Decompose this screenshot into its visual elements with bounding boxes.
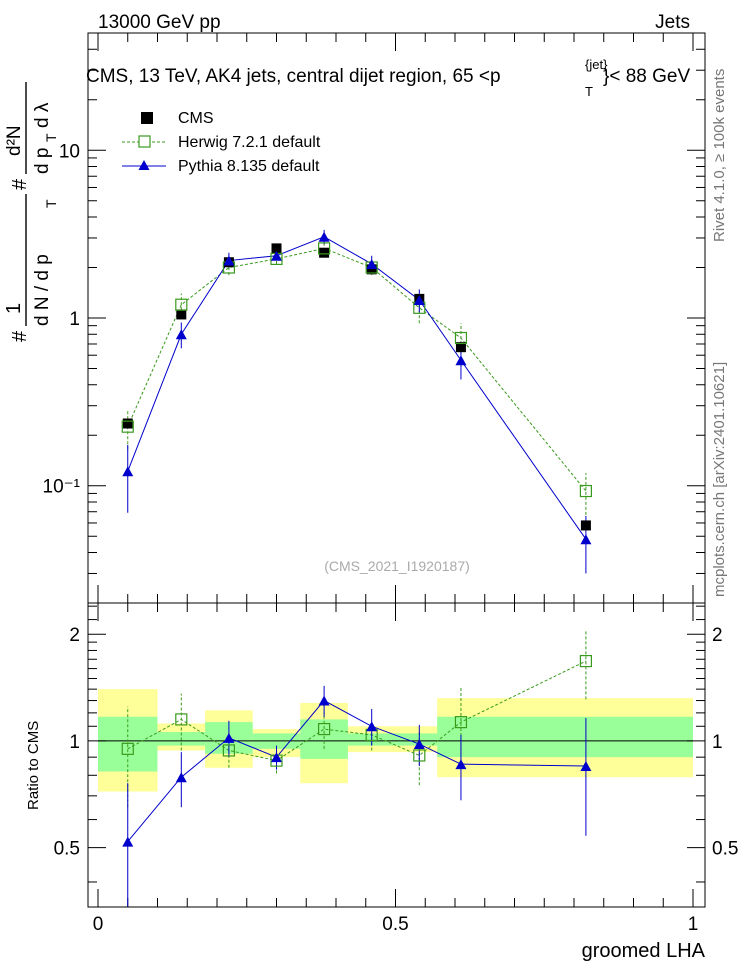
legend-pythia-label: Pythia 8.135 default: [178, 158, 320, 175]
ratio-y-tick-label-left: 0.5: [54, 839, 80, 860]
title-tail: }< 88 GeV: [603, 66, 690, 87]
pythia-data-point: [271, 250, 282, 261]
ratio-herwig-point: [175, 713, 188, 726]
ratio-herwig-point: [121, 742, 134, 755]
pythia-data-point: [223, 255, 235, 266]
ratio-pythia-point: [271, 752, 282, 763]
y-label-one: 1: [3, 303, 25, 314]
legend-pythia-marker: [138, 160, 150, 170]
ratio-pythia-point: [122, 836, 134, 847]
legend-cms-marker: [141, 112, 153, 124]
y-label-d2n: d²N: [4, 125, 25, 156]
x-tick-label: 1: [688, 914, 699, 935]
title-sub: T: [585, 84, 593, 99]
ratio-y-tick-label-right: 0.5: [712, 839, 738, 860]
herwig-line: [127, 247, 587, 492]
pythia-data-point: [455, 355, 467, 366]
ratio-herwig-point: [318, 722, 331, 736]
ratio-plot-frame: [87, 602, 706, 908]
title-sup: {jet}: [585, 57, 608, 72]
y-label-dlambda: d λ: [32, 102, 53, 128]
ratio-band-inner: [300, 719, 348, 759]
y-label-t-1: T: [43, 199, 59, 208]
cms-data-point: [366, 264, 377, 275]
herwig-data-point: [121, 420, 134, 433]
ratio-y-tick-label-left: 1: [69, 732, 80, 753]
legend-herwig-label: Herwig 7.2.1 default: [178, 134, 321, 151]
herwig-data-point: [318, 242, 331, 255]
pythia-data-point: [580, 534, 592, 545]
y-axis-label: # 1 d N / d p T # d²N d p T d λ: [3, 82, 59, 342]
mcplots-label: mcplots.cern.ch [arXiv:2401.10621]: [711, 362, 728, 597]
pythia-data-point: [413, 295, 425, 306]
header-right: Jets: [655, 12, 690, 33]
y-tick-label: 1: [69, 309, 80, 330]
ratio-y-tick-label-left: 2: [69, 625, 80, 646]
ratio-pythia-point: [580, 760, 592, 771]
cms-data-point: [580, 520, 591, 531]
ratio-pythia-point: [455, 759, 467, 770]
title-main: CMS, 13 TeV, AK4 jets, central dijet reg…: [86, 66, 501, 87]
ratio-y-tick-label-right: 2: [712, 625, 723, 646]
herwig-data-point: [175, 298, 188, 311]
ratio-y-tick-label-right: 1: [712, 732, 723, 753]
ratio-pythia-point: [223, 732, 235, 743]
x-tick-label: 0.5: [382, 914, 408, 935]
ratio-uncertainty-bands: [98, 689, 693, 792]
cms-data-point: [176, 309, 187, 320]
main-plot-series: [121, 229, 593, 574]
cms-data-point: [122, 418, 133, 429]
x-tick-label: 0: [93, 914, 104, 935]
header-left: 13000 GeV pp: [98, 12, 221, 33]
pythia-data-point: [366, 258, 378, 269]
legend-cms-label: CMS: [178, 110, 214, 127]
ratio-herwig-point: [579, 654, 593, 668]
ratio-plot-series: [121, 630, 593, 907]
y-label-dp: d p: [32, 148, 53, 174]
ratio-pythia-point: [413, 739, 425, 750]
y-label-dn: d N / d p: [32, 254, 53, 326]
ratio-y-label: Ratio to CMS: [25, 721, 42, 810]
legend: CMS Herwig 7.2.1 default Pythia 8.135 de…: [122, 110, 321, 175]
cms-data-point: [455, 342, 466, 353]
herwig-data-point: [454, 331, 468, 345]
rivet-label: Rivet 4.1.0, ≥ 100k events: [711, 69, 728, 242]
cms-data-point: [271, 243, 282, 254]
y-tick-label: 10⁻¹: [43, 477, 81, 498]
pythia-line: [127, 236, 587, 540]
ratio-pythia-point: [175, 772, 187, 783]
ratio-band-inner: [395, 733, 438, 746]
ratio-herwig-line: [127, 660, 587, 762]
ratio-plot-axes: 0.5 0.5 1 1 2 2 0 0.5 1: [54, 603, 738, 935]
analysis-watermark: (CMS_2021_I1920187): [324, 558, 470, 574]
y-label-t-2: T: [43, 133, 59, 142]
legend-herwig-marker: [138, 135, 151, 148]
ratio-herwig-point: [413, 749, 426, 762]
x-axis-label: groomed LHA: [582, 940, 706, 962]
y-label-hash-2: #: [9, 178, 31, 190]
ratio-pythia-point: [366, 721, 378, 732]
pythia-data-point: [122, 466, 134, 477]
y-tick-label: 10: [59, 141, 80, 162]
plot-title: CMS, 13 TeV, AK4 jets, central dijet reg…: [86, 57, 690, 99]
pythia-data-point: [318, 231, 330, 242]
cms-data-point: [319, 247, 330, 258]
herwig-data-point: [579, 484, 593, 498]
y-label-hash-1: #: [9, 330, 31, 342]
ratio-herwig-point: [454, 716, 468, 729]
ratio-band-inner: [437, 716, 693, 758]
ratio-herwig-point: [222, 744, 235, 757]
main-plot-axes: 10⁻¹ 1 10: [43, 32, 705, 604]
ratio-pythia-point: [318, 695, 330, 706]
pythia-data-point: [175, 329, 187, 340]
